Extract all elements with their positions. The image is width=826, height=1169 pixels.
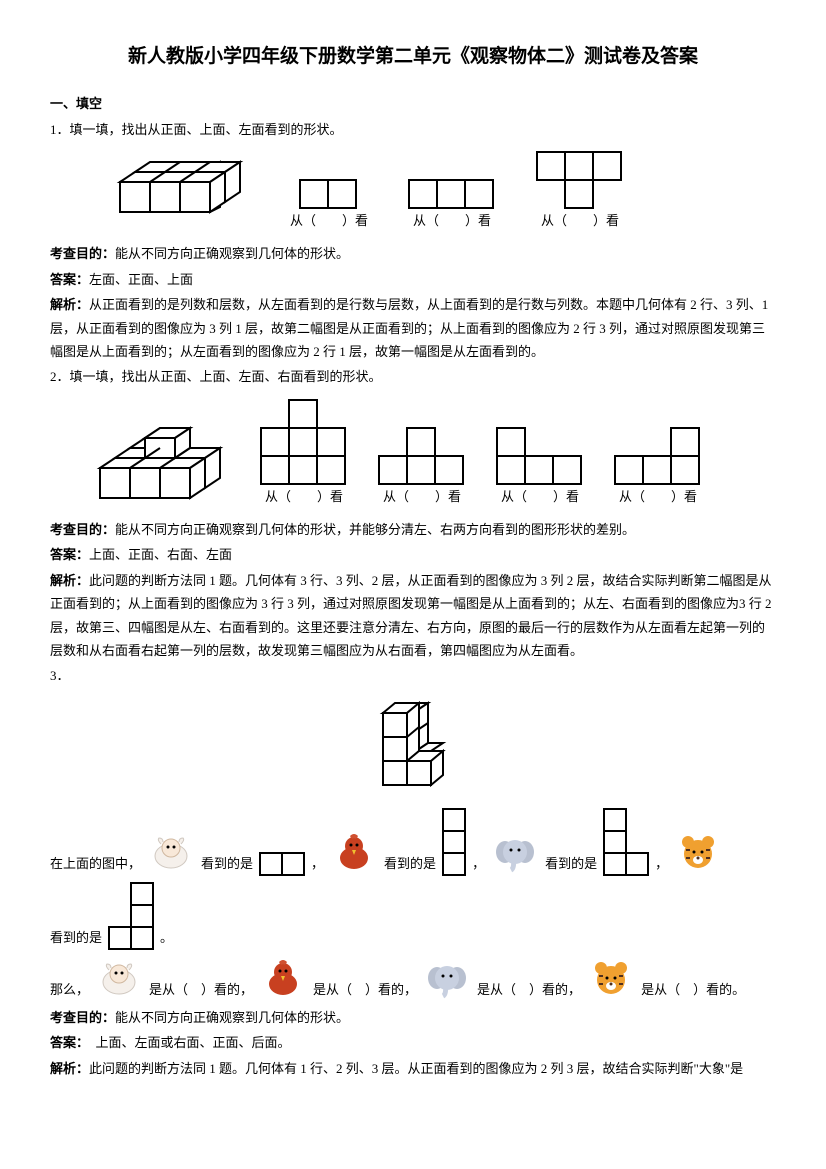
q2-figures: 从（ ）看 从（ ）看 从（ ）看 从（ ）看 [90, 399, 776, 508]
q3-saw3: 看到的是 [545, 852, 597, 875]
q2-cap4: 从（ ）看 [619, 485, 697, 508]
q3-analysis: 解析：此问题的判断方法同 1 题。几何体有 1 行、2 列、3 层。从正面看到的… [50, 1057, 776, 1080]
q3-3d-shape [50, 698, 776, 798]
chicken-icon [259, 954, 307, 1002]
q2-3d-shape [90, 413, 230, 508]
q1-exam: 考查目的：能从不同方向正确观察到几何体的形状。 [50, 242, 776, 265]
q3-exam: 考查目的：能从不同方向正确观察到几何体的形状。 [50, 1006, 776, 1029]
q3-shape4 [108, 882, 154, 950]
q1-analysis: 解析：从正面看到的是列数和层数，从左面看到的是行数与层数，从上面看到的是行数与列… [50, 293, 776, 363]
q1-3d-shape [110, 152, 250, 232]
q1-cap2: 从（ ）看 [413, 209, 491, 232]
q1-cap3: 从（ ）看 [541, 209, 619, 232]
q3-period1: 。 [160, 926, 173, 949]
q2-answer: 答案：上面、正面、右面、左面 [50, 543, 776, 566]
q3-shape1 [259, 852, 305, 876]
q3-comma3: ， [655, 852, 668, 875]
q3-shape2 [442, 808, 466, 876]
q2-analysis: 解析：此问题的判断方法同 1 题。几何体有 3 行、3 列、2 层，从正面看到的… [50, 569, 776, 663]
q3-from2: 是从（ ）看的， [313, 978, 417, 1001]
q3-from4: 是从（ ）看的。 [641, 978, 745, 1001]
q2-cap1: 从（ ）看 [265, 485, 343, 508]
sheep-icon [147, 828, 195, 876]
q3-from3: 是从（ ）看的， [477, 978, 581, 1001]
q3-shape3 [603, 808, 649, 876]
q1-view1: 从（ ）看 [290, 179, 368, 232]
q3-comma1: ， [311, 852, 324, 875]
q3-saw2: 看到的是 [384, 852, 436, 875]
q3-answer: 答案： 上面、左面或右面、正面、后面。 [50, 1031, 776, 1054]
q3-text: 3． [50, 664, 776, 687]
tiger-icon [587, 954, 635, 1002]
q3-line2: 那么， 是从（ ）看的， 是从（ ）看的， 是从（ ）看的， [50, 954, 776, 1002]
q3-line1: 在上面的图中， 看到的是 ， 看到的是 ， 看到的是 [50, 808, 776, 950]
q3-comma2: ， [472, 852, 485, 875]
q2-cap2: 从（ ）看 [383, 485, 461, 508]
elephant-icon [491, 828, 539, 876]
q1-answer: 答案：左面、正面、上面 [50, 268, 776, 291]
page-title: 新人教版小学四年级下册数学第二单元《观察物体二》测试卷及答案 [50, 40, 776, 74]
q2-exam: 考查目的：能从不同方向正确观察到几何体的形状，并能够分清左、右两方向看到的图形形… [50, 518, 776, 541]
section-heading: 一、填空 [50, 92, 776, 115]
q1-cap1: 从（ ）看 [290, 209, 368, 232]
q2-cap3: 从（ ）看 [501, 485, 579, 508]
q3-l1-prefix: 在上面的图中， [50, 852, 141, 875]
q2-view4: 从（ ）看 [614, 427, 702, 508]
q2-text: 2．填一填，找出从正面、上面、左面、右面看到的形状。 [50, 365, 776, 388]
sheep-icon [95, 954, 143, 1002]
q3-from1: 是从（ ）看的， [149, 978, 253, 1001]
tiger-icon [674, 828, 722, 876]
elephant-icon [423, 954, 471, 1002]
q2-view1: 从（ ）看 [260, 399, 348, 508]
q1-view3: 从（ ）看 [536, 151, 624, 232]
q2-view3: 从（ ）看 [496, 427, 584, 508]
q3-saw4: 看到的是 [50, 926, 102, 949]
q3-l2-prefix: 那么， [50, 978, 89, 1001]
q1-figures: 从（ ）看 从（ ）看 从（ ）看 [110, 151, 776, 232]
q1-text: 1．填一填，找出从正面、上面、左面看到的形状。 [50, 118, 776, 141]
chicken-icon [330, 828, 378, 876]
q2-view2: 从（ ）看 [378, 427, 466, 508]
q1-view2: 从（ ）看 [408, 179, 496, 232]
q3-saw1: 看到的是 [201, 852, 253, 875]
